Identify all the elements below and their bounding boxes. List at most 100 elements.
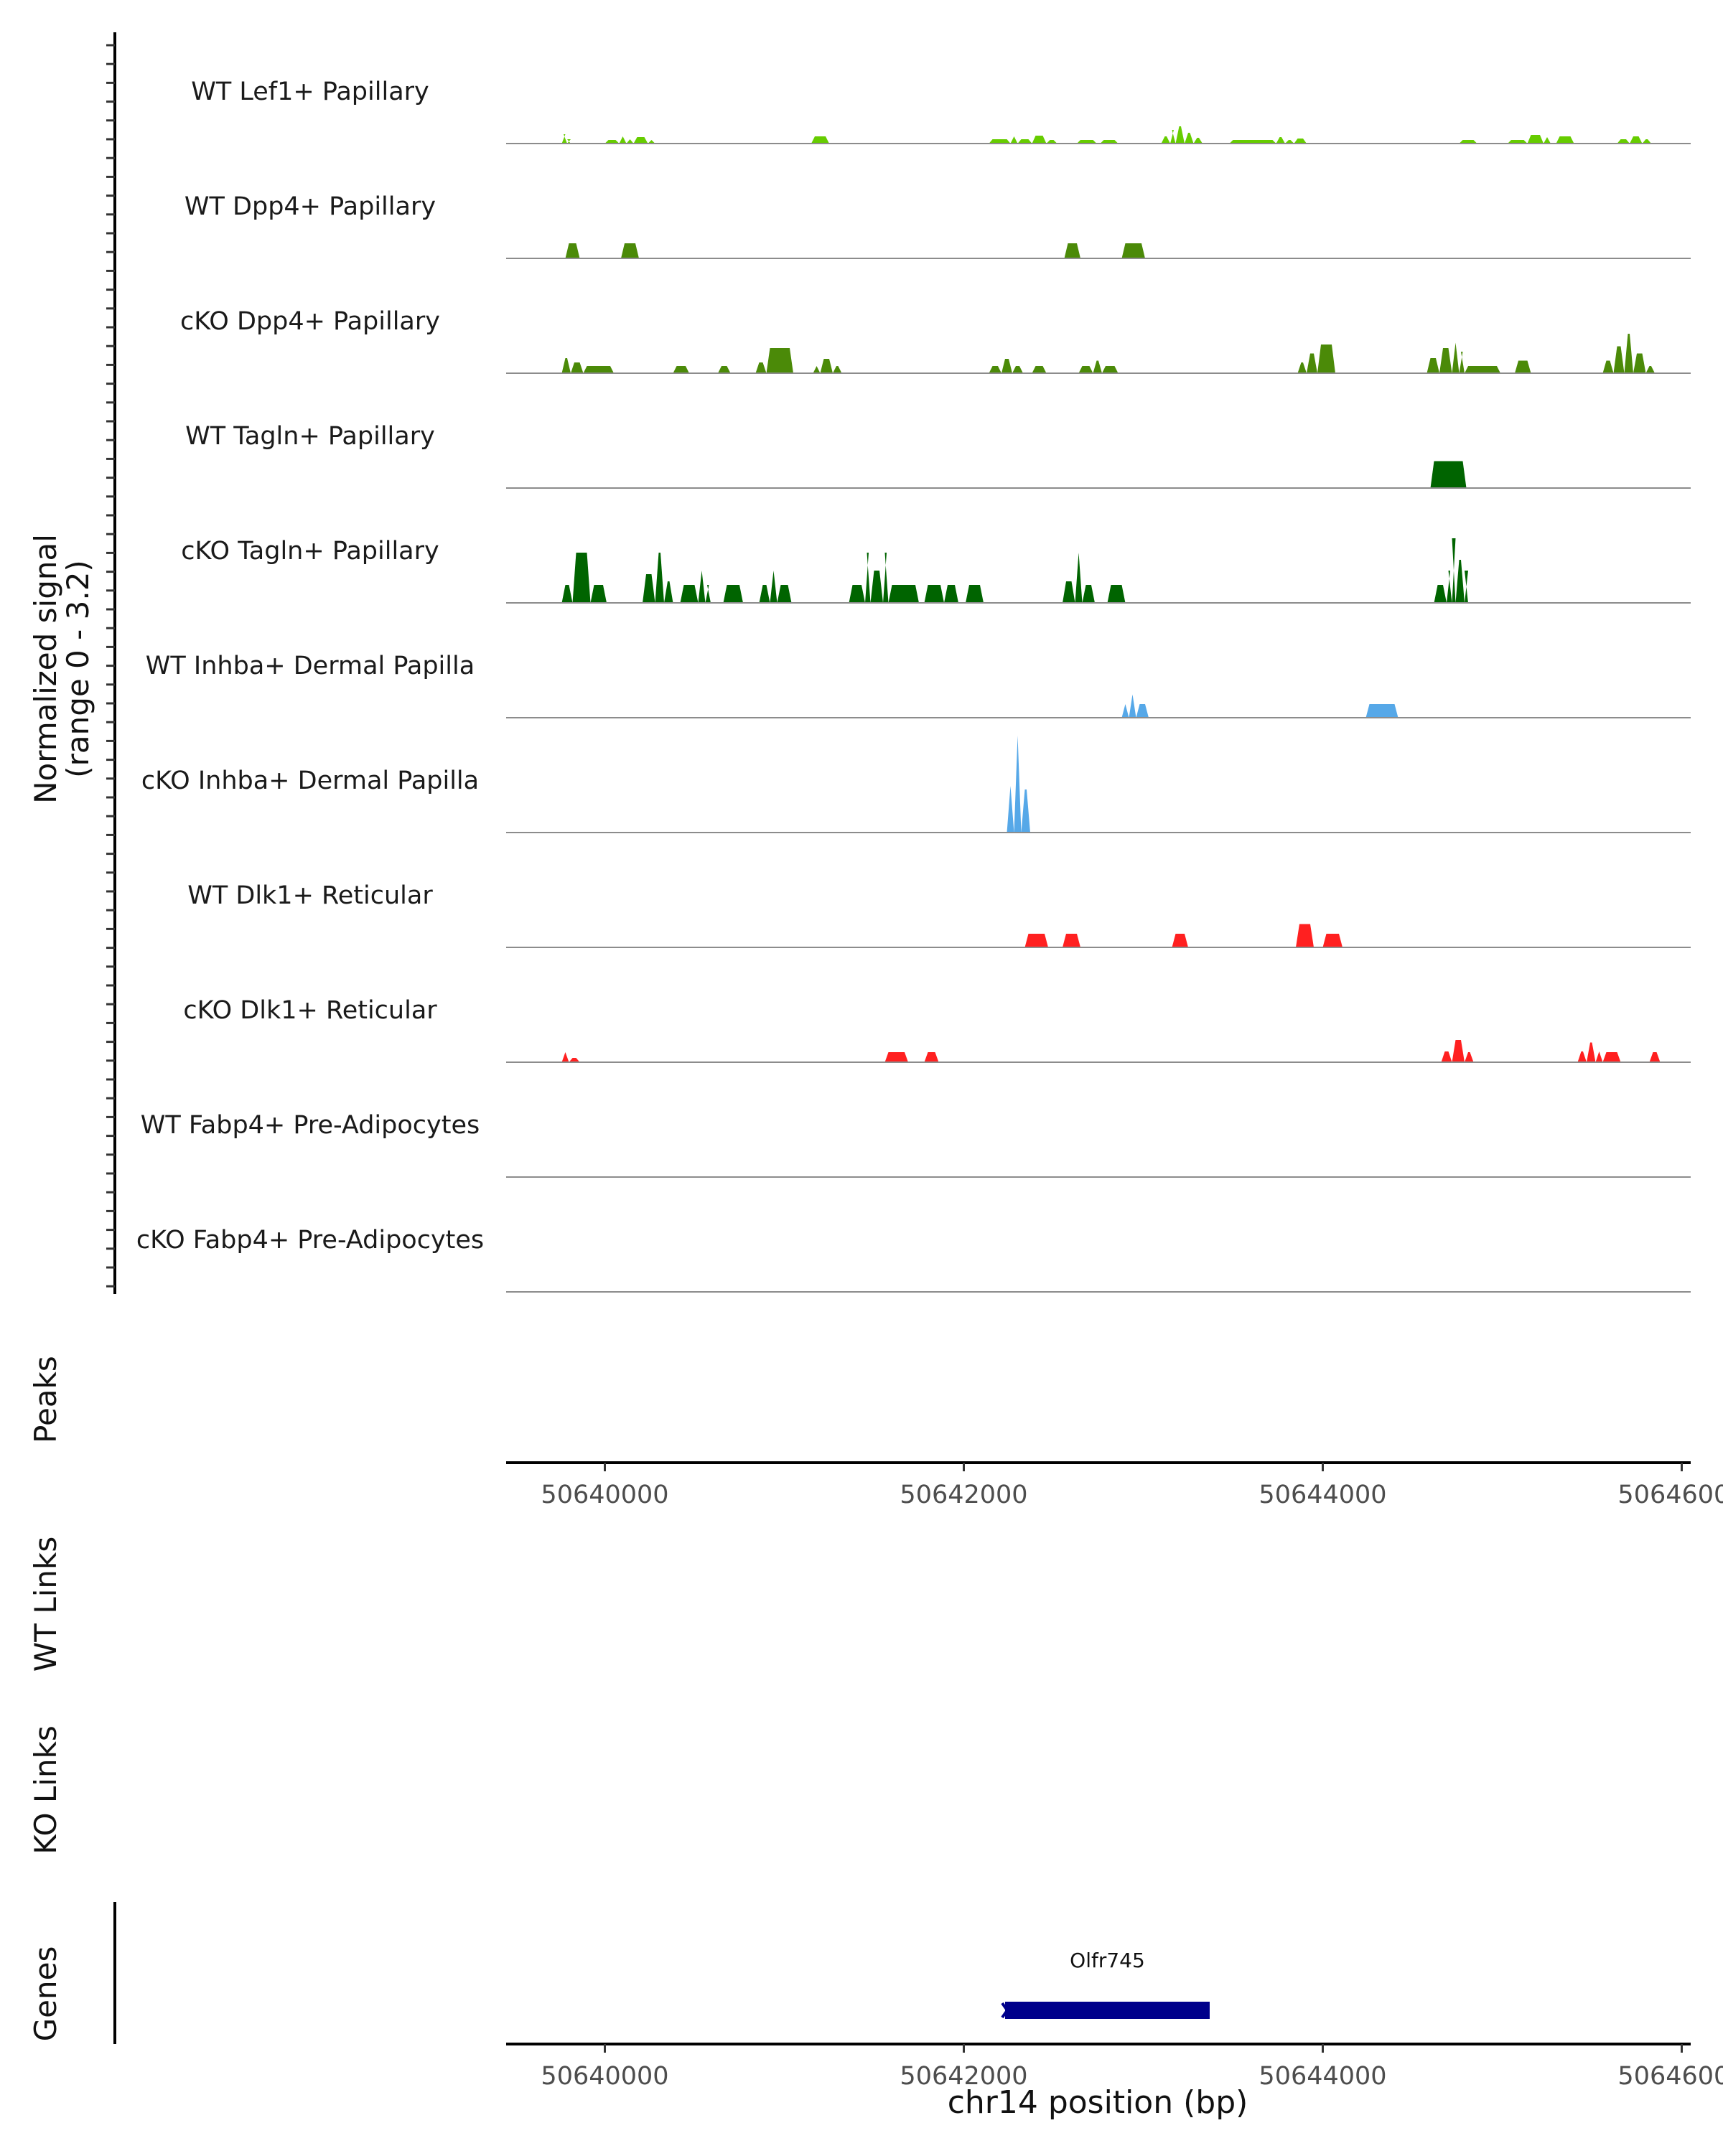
signal-peak [561,358,571,373]
signal-peak [1452,538,1456,603]
genes-x-axis: 50640000 50642000 50644000 50646000 [506,2043,1723,2091]
track-11: cKO Fabp4+ Pre-Adipocytes [136,1226,1691,1293]
signal-peak [1307,353,1317,373]
signal-peak [1322,934,1343,947]
signal-peak [1170,130,1176,144]
signal-peak [1296,924,1314,947]
track-label: cKO Dpp4+ Papillary [180,307,440,336]
signal-peak [1121,243,1145,258]
signal-peak [1294,139,1307,144]
signal-peak [1136,704,1149,718]
track-label: WT Lef1+ Papillary [191,78,429,106]
signal-peak [1297,362,1307,373]
wt-links-panel-label: WT Links [28,1537,63,1672]
track-5: cKO Tagln+ Papillary [181,537,1691,604]
signal-peak [770,571,778,603]
track-6: WT Inhba+ Dermal Papilla [146,652,1691,718]
signal-peak [1452,1040,1465,1062]
signal-peak [888,585,919,603]
signal-peak [1527,135,1544,144]
signal-peak [1577,1051,1587,1062]
signal-peak [1447,571,1452,603]
signal-peak [1014,736,1022,833]
signal-peak [1459,352,1465,373]
track-label: WT Dpp4+ Papillary [185,192,436,221]
signal-peak [1427,358,1439,373]
signal-peak [567,139,571,144]
signal-peak [1063,581,1075,603]
track-7: cKO Inhba+ Dermal Papilla [141,736,1691,833]
signal-peak [1617,139,1630,144]
signal-peak [1602,1052,1621,1062]
signal-peak [565,243,580,258]
signal-peak [1285,140,1294,144]
signal-peak [1032,136,1047,144]
signal-peak [833,366,842,373]
signal-peak [1172,934,1188,947]
track-9: cKO Dlk1+ Reticular [183,996,1691,1063]
signal-peak [1508,140,1528,144]
signal-peak [590,585,607,603]
signal-peak [561,134,567,144]
track-label: cKO Inhba+ Dermal Papilla [141,767,479,795]
signal-peak [1649,1052,1661,1062]
signal-peak [924,585,944,603]
ko-links-panel-label: KO Links [28,1725,63,1855]
x-tick-label: 50642000 [900,2062,1027,2091]
signal-peak [944,585,958,603]
signal-peak [1017,139,1032,144]
signal-peak [883,553,889,603]
x-tick-label: 50646000 [1617,1481,1723,1509]
x-tick-label: 50640000 [541,2062,668,2091]
signal-peak [989,139,1011,144]
signal-peak [1455,560,1465,603]
signal-peak [633,137,648,144]
signal-peak [966,585,984,603]
signal-peak [1465,571,1468,603]
signal-peak [718,366,731,373]
signal-peak [777,585,792,603]
x-tick-label: 50640000 [541,1481,668,1509]
signal-peak [849,585,865,603]
peaks-x-axis: 50640000 50642000 50644000 50646000 [506,1461,1723,1509]
track-label: cKO Dlk1+ Reticular [183,996,437,1025]
signal-peak [1185,133,1194,144]
track-2: WT Dpp4+ Papillary [185,192,1691,259]
signal-peak [755,362,767,373]
signal-peak [1010,136,1018,144]
track-8: WT Dlk1+ Reticular [187,881,1691,948]
signal-peak [813,366,821,373]
peaks-panel-label: Peaks [28,1356,63,1443]
signal-peak [705,585,711,603]
signal-peak [648,140,655,144]
signal-peak [626,139,634,144]
signal-peak [1515,360,1531,373]
signal-peak [1317,345,1335,373]
x-axis-title: chr14 position (bp) [948,2084,1248,2121]
signal-peak [811,136,829,144]
signal-peak [680,585,699,603]
signal-peak [884,1052,908,1062]
signal-peak [561,585,573,603]
signal-axis-range-label: (range 0 - 3.2) [60,560,95,778]
signal-peak [1276,137,1285,144]
track-label: WT Tagln+ Papillary [185,422,435,451]
signal-peak [1630,136,1643,144]
signal-peak [1465,1052,1474,1062]
signal-peak [583,366,614,373]
signal-peak [643,574,655,603]
signal-peak [1064,243,1080,258]
signal-axis-label: Normalized signal [28,534,63,804]
signal-peak [1102,366,1119,373]
signal-peak [1012,366,1023,373]
x-tick-label: 50644000 [1259,2062,1386,2091]
signal-peak [655,553,664,603]
track-label: WT Inhba+ Dermal Papilla [146,652,475,680]
track-label: cKO Fabp4+ Pre-Adipocytes [136,1226,484,1255]
signal-peak [723,585,743,603]
signal-peak [1063,934,1080,947]
signal-peak [759,585,770,603]
signal-peak [1107,585,1126,603]
track-label: cKO Tagln+ Papillary [181,537,439,566]
